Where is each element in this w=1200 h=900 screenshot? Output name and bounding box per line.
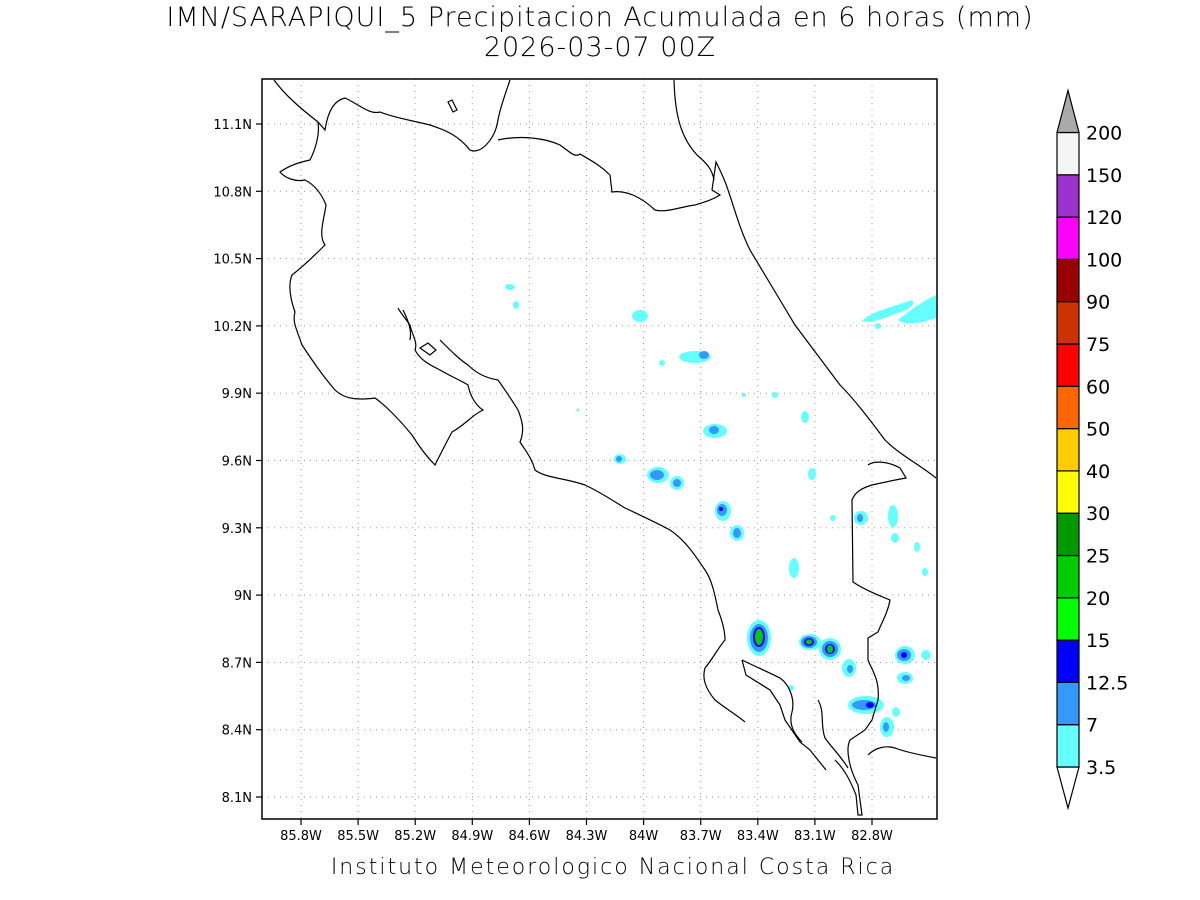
colorbar-label: 3.5	[1086, 757, 1116, 779]
colorbar-label: 90	[1086, 292, 1110, 314]
colorbar-label: 50	[1086, 419, 1110, 441]
colorbar-swatch	[1056, 258, 1080, 303]
map-datetime: 2026-03-07 00Z	[483, 32, 717, 63]
lon-tick-label: 83.7W	[680, 829, 722, 844]
lon-tick-label: 85.8W	[280, 829, 322, 844]
colorbar-label: 20	[1086, 588, 1110, 610]
colorbar-label: 7	[1086, 715, 1098, 737]
lat-tick-label: 11.1N	[213, 118, 252, 133]
colorbar-label: 100	[1086, 249, 1122, 271]
colorbar-label: 25	[1086, 546, 1110, 568]
colorbar-upper-arrow	[1056, 88, 1080, 134]
colorbar-label: 60	[1086, 376, 1110, 398]
colorbar-label: 75	[1086, 334, 1110, 356]
colorbar-swatch	[1056, 639, 1080, 683]
colorbar-swatch	[1056, 301, 1080, 345]
lat-tick-label: 10.2N	[213, 320, 252, 335]
lon-tick-label: 83.4W	[737, 829, 779, 844]
lat-tick-label: 9N	[234, 589, 252, 604]
colorbar-swatch	[1056, 174, 1080, 218]
map-axes: 85.8W 85.5W 85.2W 84.9W 84.6W 84.3W 84W 83.7W 83…	[213, 118, 893, 844]
map-title: IMN/SARAPIQUI_5 Precipitacion Acumulada …	[166, 2, 1034, 33]
colorbar: 3.5 7 12.5 15 20 25 30 40 50 60 75 90 100 120 150 200	[1056, 88, 1128, 811]
colorbar-label: 15	[1086, 630, 1110, 652]
colorbar-swatch	[1056, 216, 1080, 261]
lon-tick-label: 85.2W	[394, 829, 436, 844]
colorbar-label: 40	[1086, 461, 1110, 483]
colorbar-label: 12.5	[1086, 672, 1128, 694]
colorbar-swatch	[1056, 428, 1080, 472]
colorbar-label: 120	[1086, 207, 1122, 229]
lon-tick-label: 82.8W	[851, 829, 893, 844]
lon-tick-label: 84W	[629, 829, 659, 844]
colorbar-swatch	[1056, 343, 1080, 387]
colorbar-swatch	[1056, 724, 1080, 768]
lon-tick-label: 84.6W	[508, 829, 550, 844]
colorbar-swatch	[1056, 470, 1080, 514]
lon-tick-label: 84.9W	[451, 829, 493, 844]
lat-tick-label: 9.6N	[222, 455, 252, 470]
map-frame	[261, 78, 938, 820]
colorbar-label: 30	[1086, 503, 1110, 525]
colorbar-label: 200	[1086, 123, 1122, 145]
lon-tick-label: 83.1W	[794, 829, 836, 844]
colorbar-swatch	[1056, 131, 1080, 176]
lat-tick-label: 8.7N	[222, 656, 252, 671]
lon-tick-label: 84.3W	[566, 829, 608, 844]
precipitation-field	[505, 284, 936, 737]
lat-tick-label: 9.9N	[222, 387, 252, 402]
lat-tick-label: 10.8N	[213, 185, 252, 200]
colorbar-label: 150	[1086, 165, 1122, 187]
lat-tick-label: 8.4N	[222, 724, 252, 739]
lat-tick-label: 9.3N	[222, 522, 252, 537]
colorbar-swatch	[1056, 512, 1080, 557]
colorbar-swatch	[1056, 597, 1080, 641]
lat-tick-label: 10.5N	[213, 253, 252, 268]
credit-text: Instituto Meteorologico Nacional Costa R…	[330, 855, 896, 880]
map-grid	[262, 79, 937, 819]
colorbar-swatch	[1056, 385, 1080, 430]
lon-tick-label: 85.5W	[337, 829, 379, 844]
coastline-and-borders	[273, 79, 937, 816]
colorbar-swatch	[1056, 554, 1080, 599]
colorbar-lower-arrow	[1056, 766, 1080, 811]
colorbar-swatch	[1056, 681, 1080, 726]
lat-tick-label: 8.1N	[222, 791, 252, 806]
